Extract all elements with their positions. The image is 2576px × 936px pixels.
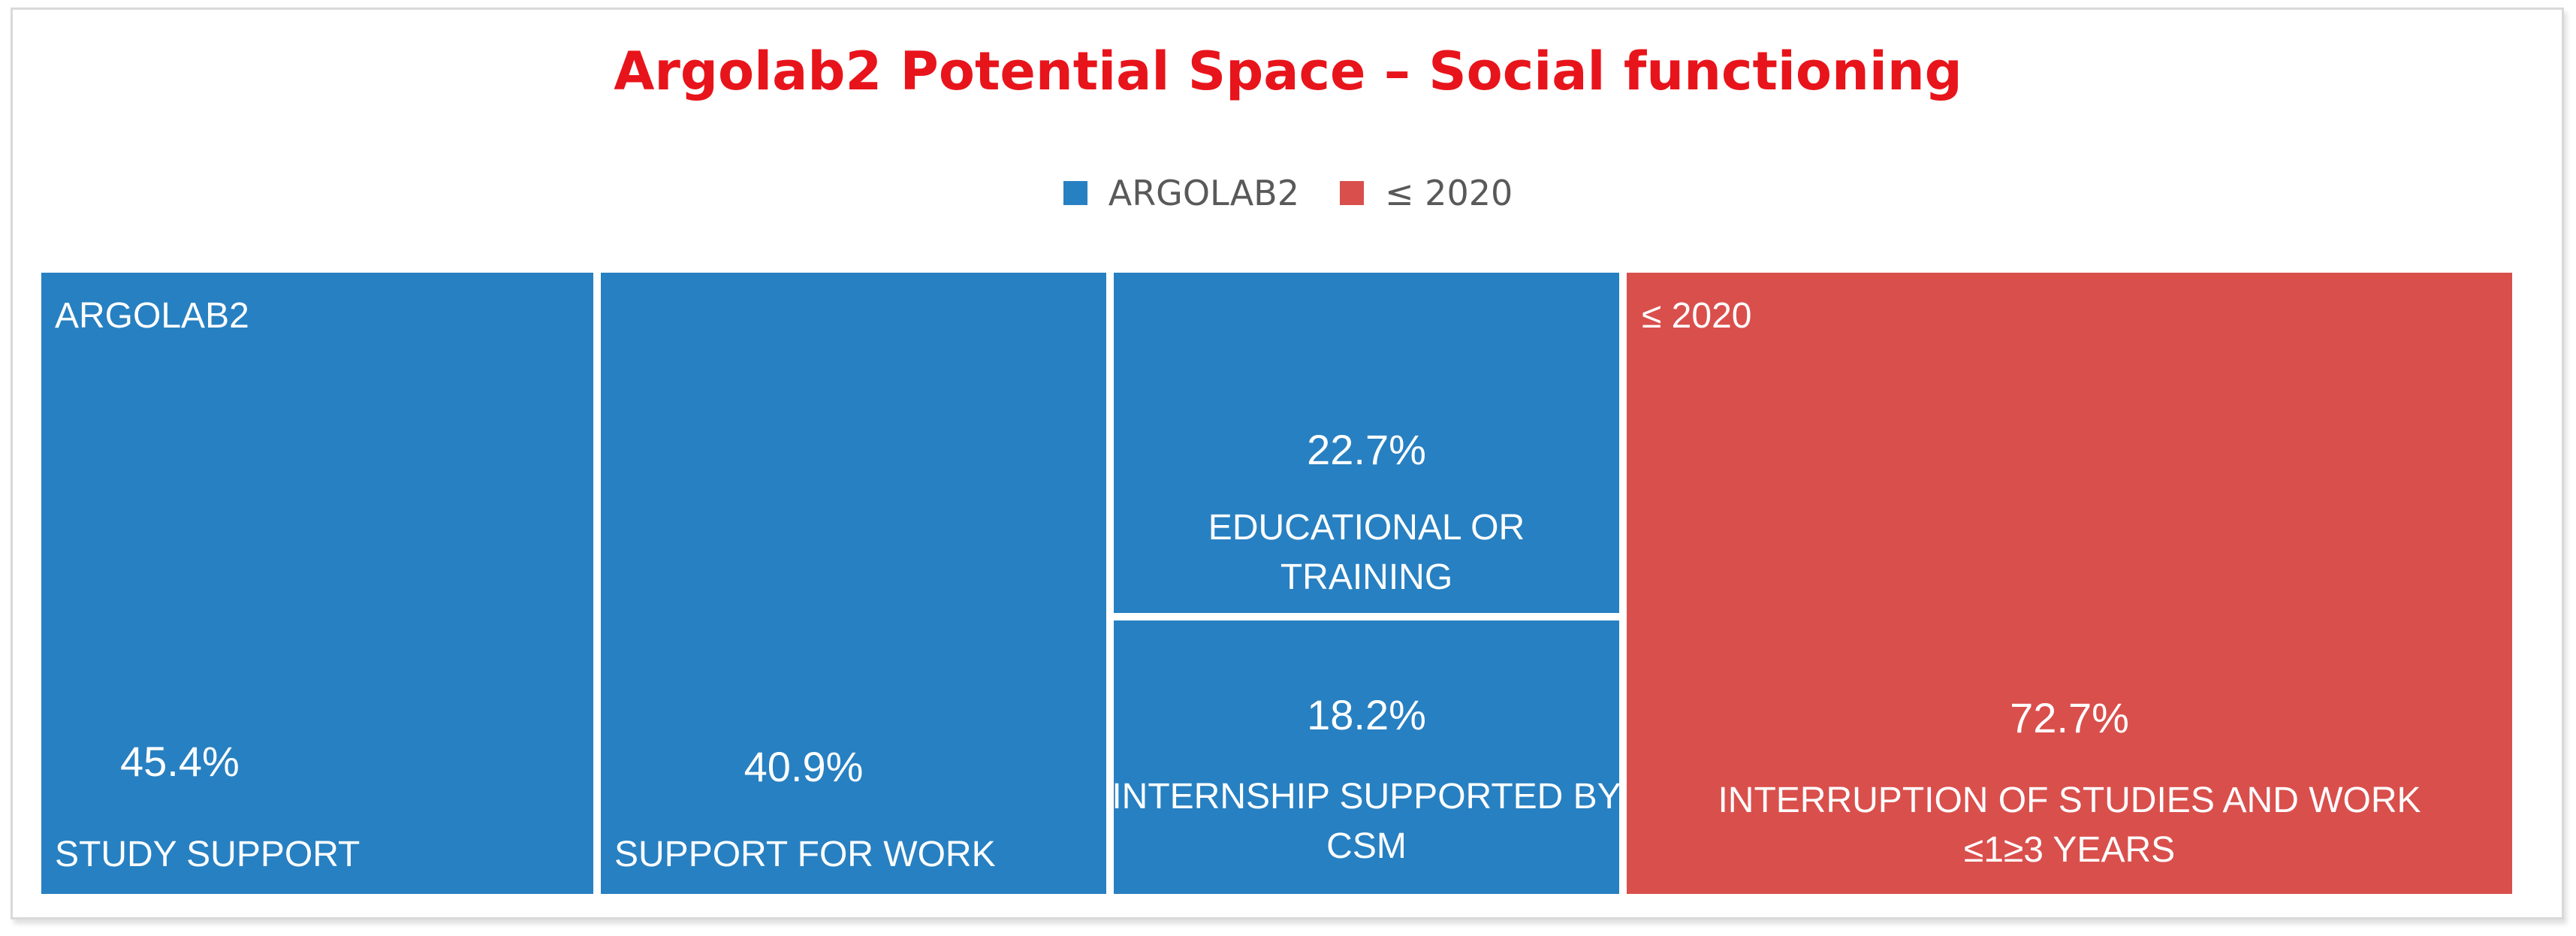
group-label-argolab2: ARGOLAB2 [55, 296, 249, 336]
value-label-support-for-work: 40.9% [744, 743, 864, 790]
tile-internship-csm[interactable] [1114, 620, 1619, 894]
tile-label-interruption-studies-work-line: ≤1≥3 YEARS [1964, 830, 2175, 870]
legend-swatch-argolab2 [1063, 181, 1087, 205]
tile-label-educational-qualification-line: TRAINING [1280, 557, 1452, 597]
chart-title: Argolab2 Potential Space – Social functi… [614, 41, 1962, 102]
tile-label-educational-qualification-line: EDUCATIONAL OR [1208, 508, 1525, 548]
tile-label-internship-csm-line: INTERNSHIP SUPPORTED BY [1112, 777, 1621, 817]
legend-label-2020: ≤ 2020 [1385, 173, 1513, 213]
tile-educational-qualification[interactable] [1114, 273, 1619, 613]
legend: ARGOLAB2 ≤ 2020 [0, 167, 2576, 219]
tile-label-support-for-work: SUPPORT FOR WORK [614, 835, 996, 874]
value-label-internship-csm: 18.2% [1307, 691, 1426, 738]
tile-label-interruption-studies-work-line: INTERRUPTION OF STUDIES AND WORK [1718, 781, 2421, 820]
tile-support-for-work[interactable] [601, 273, 1106, 894]
tile-study-support[interactable] [41, 273, 593, 894]
value-label-educational-qualification: 22.7% [1307, 426, 1426, 473]
tile-interruption-studies-work[interactable] [1627, 273, 2512, 894]
legend-item-2020[interactable]: ≤ 2020 [1340, 173, 1513, 213]
tile-label-internship-csm-line: CSM [1326, 826, 1407, 866]
value-label-study-support: 45.4% [120, 738, 240, 785]
group-label-2020: ≤ 2020 [1642, 296, 1751, 336]
value-label-interruption-studies-work: 72.7% [2010, 694, 2129, 741]
legend-label-argolab2: ARGOLAB2 [1108, 173, 1300, 213]
tile-label-study-support: STUDY SUPPORT [55, 835, 360, 874]
legend-swatch-2020 [1340, 181, 1365, 205]
legend-item-argolab2[interactable]: ARGOLAB2 [1063, 173, 1299, 213]
